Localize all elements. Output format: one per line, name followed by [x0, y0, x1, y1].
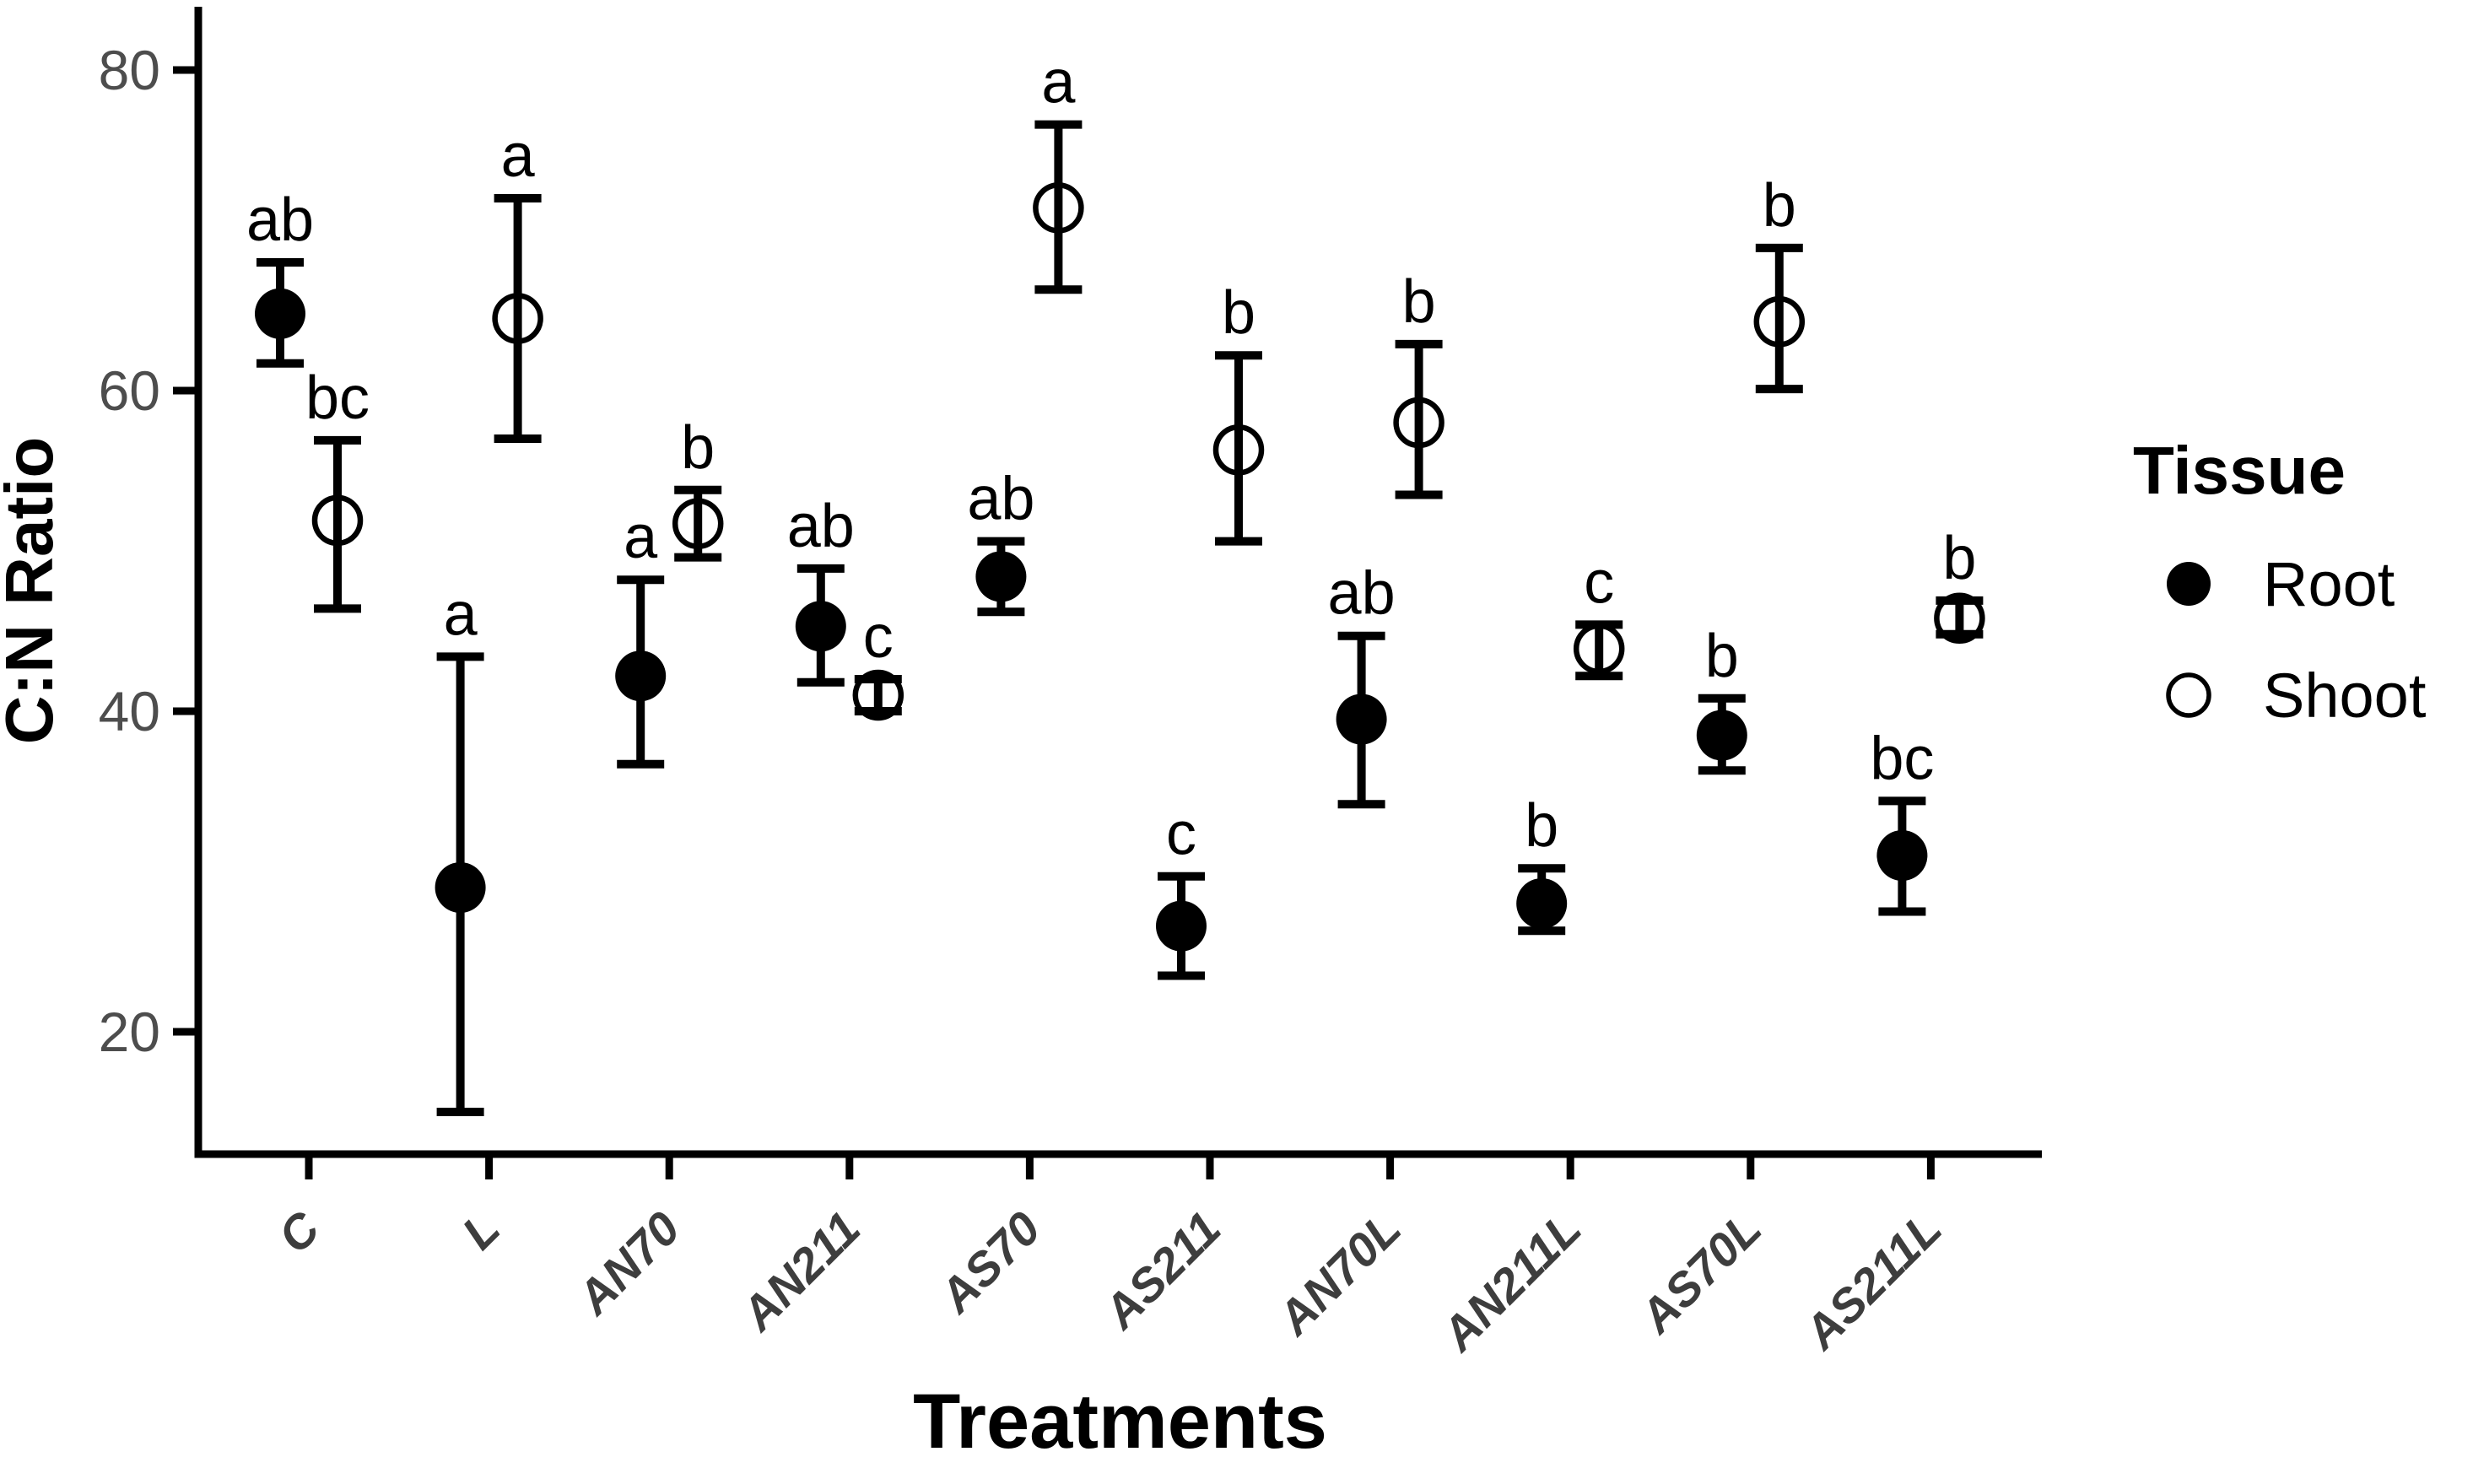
- point-shoot-AS211L: [1934, 592, 1985, 645]
- sig-letter-shoot-AS70: a: [1041, 49, 1076, 116]
- point-shoot-AN211L: [1573, 623, 1625, 675]
- point-root-AN70: [615, 650, 667, 702]
- sig-letter-root-AS70: ab: [967, 466, 1034, 533]
- sig-letter-root-AN70L: ab: [1328, 560, 1396, 628]
- point-root-AN211L: [1516, 878, 1568, 929]
- y-tick-label: 40: [99, 680, 160, 742]
- sig-letter-shoot-AS211L: b: [1942, 525, 1976, 592]
- sig-letter-shoot-L: a: [501, 122, 536, 190]
- point-root-L: [435, 862, 486, 913]
- sig-letter-root-L: a: [444, 580, 478, 648]
- point-root-C: [255, 288, 305, 339]
- legend-root-marker: [2167, 562, 2211, 606]
- sig-letter-shoot-AN211: c: [863, 603, 894, 671]
- legend-shoot-label: Shoot: [2263, 661, 2427, 731]
- point-root-AS211: [1156, 900, 1207, 952]
- sig-letter-root-AN70: a: [624, 504, 658, 571]
- point-shoot-AS70L: [1753, 296, 1806, 348]
- sig-letter-root-AS70L: b: [1705, 623, 1739, 690]
- sig-letter-shoot-AN211L: c: [1584, 548, 1614, 616]
- point-root-AN70L: [1336, 693, 1387, 745]
- sig-letter-shoot-AS70L: b: [1763, 172, 1796, 240]
- sig-letter-root-AN211: ab: [787, 493, 855, 560]
- x-axis-title: Treatments: [913, 1379, 1327, 1465]
- legend-root-label: Root: [2263, 549, 2395, 619]
- point-root-AN211: [795, 601, 846, 652]
- point-root-AS211L: [1876, 830, 1928, 881]
- point-shoot-AS211: [1212, 424, 1265, 476]
- sig-letter-shoot-AS211: b: [1222, 279, 1255, 347]
- sig-letter-shoot-AN70L: b: [1402, 268, 1436, 336]
- y-tick-label: 60: [99, 359, 160, 422]
- sig-letter-root-AS211: c: [1166, 801, 1196, 868]
- point-shoot-L: [492, 293, 543, 344]
- y-tick-label: 20: [99, 1001, 160, 1063]
- point-shoot-C: [311, 494, 364, 547]
- sig-letter-root-C: ab: [246, 186, 314, 254]
- sig-letter-root-AS211L: bc: [1870, 725, 1934, 792]
- point-root-AS70L: [1696, 710, 1747, 761]
- point-shoot-AS70: [1033, 182, 1084, 234]
- sig-letter-shoot-AN70: b: [681, 414, 715, 482]
- legend-title: Tissue: [2133, 433, 2346, 508]
- sig-letter-root-AN211L: b: [1525, 792, 1558, 860]
- point-shoot-AN70L: [1393, 397, 1444, 449]
- point-shoot-AN211: [852, 669, 904, 721]
- legend-shoot-marker: [2166, 672, 2211, 718]
- y-axis-title: C:N Ratio: [0, 437, 67, 744]
- point-root-AS70: [975, 551, 1027, 602]
- sig-letter-shoot-C: bc: [305, 364, 370, 432]
- y-tick-label: 80: [99, 39, 160, 101]
- point-shoot-AN70: [672, 498, 724, 549]
